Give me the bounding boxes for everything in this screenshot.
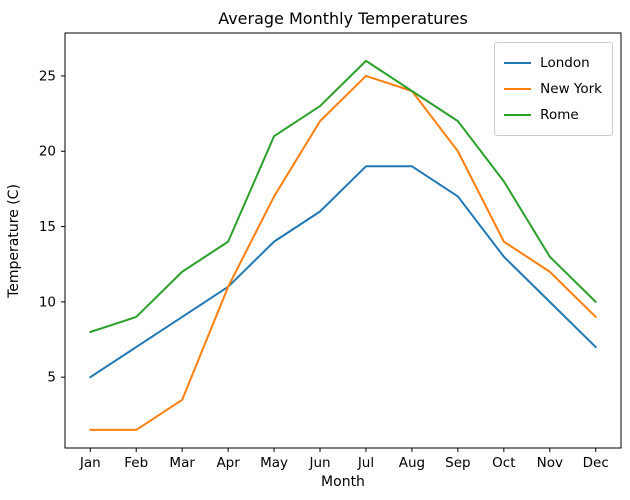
x-tick-label: Feb [124, 455, 148, 471]
series-line-london [89, 165, 597, 379]
x-tick-label: Jun [308, 455, 330, 471]
x-tick-label: Mar [169, 455, 195, 471]
x-tick-label: Jul [357, 455, 374, 471]
legend-swatch-rome [504, 114, 532, 116]
x-tick-label: Nov [537, 455, 563, 471]
y-tick-label: 10 [39, 294, 56, 310]
legend-swatch-london [504, 62, 532, 64]
legend-item-rome: Rome [504, 102, 602, 128]
x-tick-label: Sep [445, 455, 470, 471]
x-tick-label: Jan [79, 455, 101, 471]
x-tick-label: Aug [399, 455, 425, 471]
x-tick-label: Apr [216, 455, 240, 471]
legend-label: Rome [540, 107, 579, 123]
y-tick-label: 25 [39, 68, 56, 84]
chart-title: Average Monthly Temperatures [218, 9, 468, 28]
x-tick-label: Oct [492, 455, 515, 471]
axes-spines [64, 32, 622, 449]
y-tick-label: 20 [39, 144, 56, 160]
x-tick-label: Dec [583, 455, 609, 471]
legend: London New York Rome [494, 42, 613, 136]
legend-label: New York [540, 81, 602, 97]
series-line-rome [89, 59, 597, 334]
legend-swatch-new-york [504, 88, 532, 90]
legend-item-london: London [504, 50, 602, 76]
legend-label: London [540, 55, 590, 71]
series-line-new-york [89, 74, 597, 431]
y-tick-label: 5 [47, 370, 56, 386]
legend-item-new-york: New York [504, 76, 602, 102]
x-axis-label: Month [321, 474, 365, 490]
x-tick-label: May [260, 455, 288, 471]
y-tick-label: 15 [39, 219, 56, 235]
